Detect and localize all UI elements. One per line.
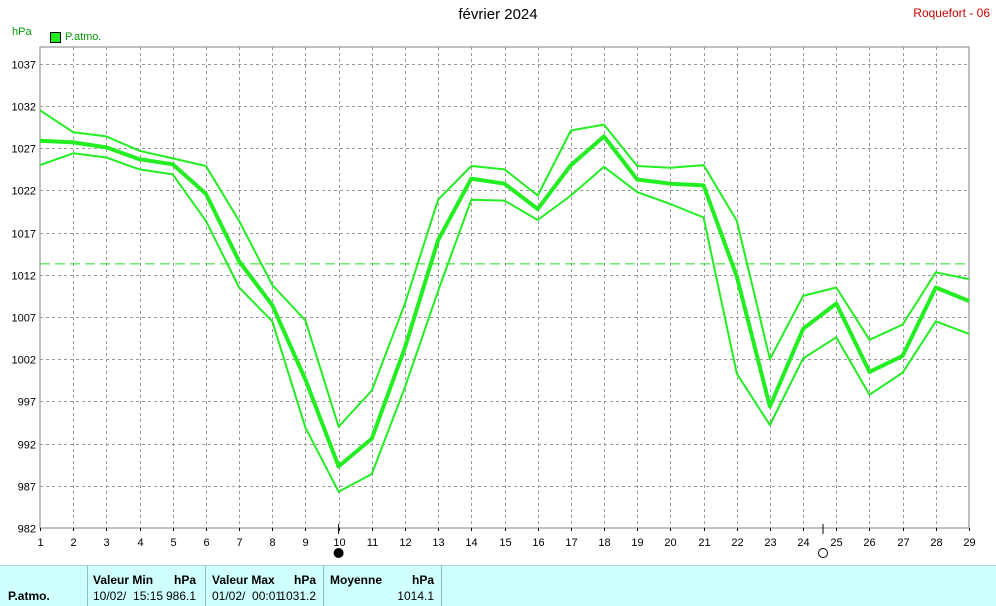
x-tick-label: 5 bbox=[170, 537, 176, 549]
x-tick-label: 11 bbox=[367, 537, 378, 549]
stats-divider bbox=[441, 566, 442, 606]
stats-panel: P.atmo. Valeur Min hPa 10/02/ 15:15 986.… bbox=[0, 565, 996, 606]
legend: P.atmo. bbox=[50, 31, 102, 43]
x-tick-label: 14 bbox=[465, 537, 477, 549]
stats-divider bbox=[87, 566, 88, 606]
y-tick-label: 1027 bbox=[12, 144, 36, 156]
stats-divider bbox=[323, 566, 324, 606]
x-tick-label: 7 bbox=[236, 537, 242, 549]
y-axis-ticks: 982 987 992 997 1002 1007 1012 1017 1022 1027 1032… bbox=[12, 60, 36, 536]
stats-min-when: 10/02/ 15:15 bbox=[93, 589, 164, 603]
stats-max-cell: Valeur Max hPa 01/02/ 00:01 1031.2 bbox=[212, 566, 318, 606]
x-tick-label: 16 bbox=[532, 537, 544, 549]
x-tick-label: 8 bbox=[269, 537, 275, 549]
series-line-mean bbox=[39, 134, 970, 469]
stats-max-value: 1031.2 bbox=[279, 589, 316, 603]
y-tick-label: 1002 bbox=[12, 355, 36, 367]
y-tick-label: 992 bbox=[18, 440, 36, 452]
grid bbox=[39, 46, 970, 529]
y-tick-label: 1007 bbox=[12, 313, 36, 325]
x-tick-label: 29 bbox=[963, 537, 975, 549]
y-tick-label: 1017 bbox=[12, 229, 36, 241]
stats-avg-header: Moyenne bbox=[330, 573, 383, 587]
x-tick-label: 12 bbox=[399, 537, 411, 549]
x-tick-label: 13 bbox=[432, 537, 444, 549]
stats-avg-value: 1014.1 bbox=[397, 589, 434, 603]
stats-max-unit: hPa bbox=[293, 573, 316, 587]
y-tick-label: 987 bbox=[18, 482, 36, 494]
stats-max-when: 01/02/ 00:01 bbox=[212, 589, 283, 603]
stats-row-label: P.atmo. bbox=[8, 589, 50, 603]
plot-frame bbox=[39, 46, 970, 529]
moon-phase-markers bbox=[333, 524, 829, 558]
x-tick-label: 2 bbox=[70, 537, 76, 549]
stats-max-header: Valeur Max bbox=[212, 573, 275, 587]
stats-divider bbox=[205, 566, 206, 606]
x-tick-label: 20 bbox=[664, 537, 676, 549]
stats-min-unit: hPa bbox=[173, 573, 196, 587]
x-tick-label: 22 bbox=[731, 537, 743, 549]
stats-min-cell: Valeur Min hPa 10/02/ 15:15 986.1 bbox=[93, 566, 200, 606]
stats-min-header: Valeur Min bbox=[93, 573, 154, 587]
x-tick-label: 9 bbox=[302, 537, 308, 549]
x-tick-label: 25 bbox=[830, 537, 842, 549]
x-tick-label: 4 bbox=[137, 537, 143, 549]
full-moon-icon bbox=[818, 548, 829, 558]
y-tick-label: 1012 bbox=[12, 271, 36, 283]
x-tick-label: 28 bbox=[930, 537, 942, 549]
x-tick-label: 18 bbox=[598, 537, 610, 549]
legend-label: P.atmo. bbox=[65, 31, 102, 43]
chart-title: février 2024 bbox=[458, 6, 538, 23]
y-tick-label: 997 bbox=[18, 397, 36, 409]
x-tick-label: 10 bbox=[333, 537, 345, 549]
stats-avg-cell: Moyenne hPa 1014.1 bbox=[330, 566, 435, 606]
y-unit-label: hPa bbox=[12, 26, 32, 38]
x-tick-label: 17 bbox=[565, 537, 577, 549]
y-tick-label: 1032 bbox=[12, 102, 36, 114]
stats-avg-unit: hPa bbox=[411, 573, 434, 587]
x-tick-label: 24 bbox=[797, 537, 809, 549]
series-line-max bbox=[39, 109, 970, 428]
y-tick-label: 982 bbox=[18, 524, 36, 536]
x-tick-label: 1 bbox=[37, 537, 43, 549]
x-axis-ticks: 1 2 3 4 5 6 7 8 9 10 11 12 13 14 15 16 17 18 19 20 21 22 23 24 2… bbox=[37, 528, 976, 549]
x-tick-label: 6 bbox=[203, 537, 209, 549]
x-tick-label: 3 bbox=[103, 537, 109, 549]
y-tick-label: 1022 bbox=[12, 186, 36, 198]
x-tick-label: 21 bbox=[698, 537, 710, 549]
x-tick-label: 23 bbox=[764, 537, 776, 549]
series-line-min bbox=[39, 152, 970, 493]
pressure-chart: 9829879929971002100710121017102210271032… bbox=[12, 46, 976, 558]
x-tick-label: 19 bbox=[631, 537, 643, 549]
stats-row-label-cell: P.atmo. bbox=[8, 566, 83, 606]
x-tick-label: 15 bbox=[499, 537, 511, 549]
stats-min-value: 986.1 bbox=[165, 589, 196, 603]
x-tick-label: 26 bbox=[863, 537, 875, 549]
x-tick-label: 27 bbox=[897, 537, 909, 549]
station-name: Roquefort - 06 bbox=[913, 6, 990, 20]
new-moon-icon bbox=[333, 548, 344, 558]
legend-swatch bbox=[50, 31, 61, 43]
series-lines bbox=[39, 109, 970, 493]
y-tick-label: 1037 bbox=[12, 60, 36, 72]
